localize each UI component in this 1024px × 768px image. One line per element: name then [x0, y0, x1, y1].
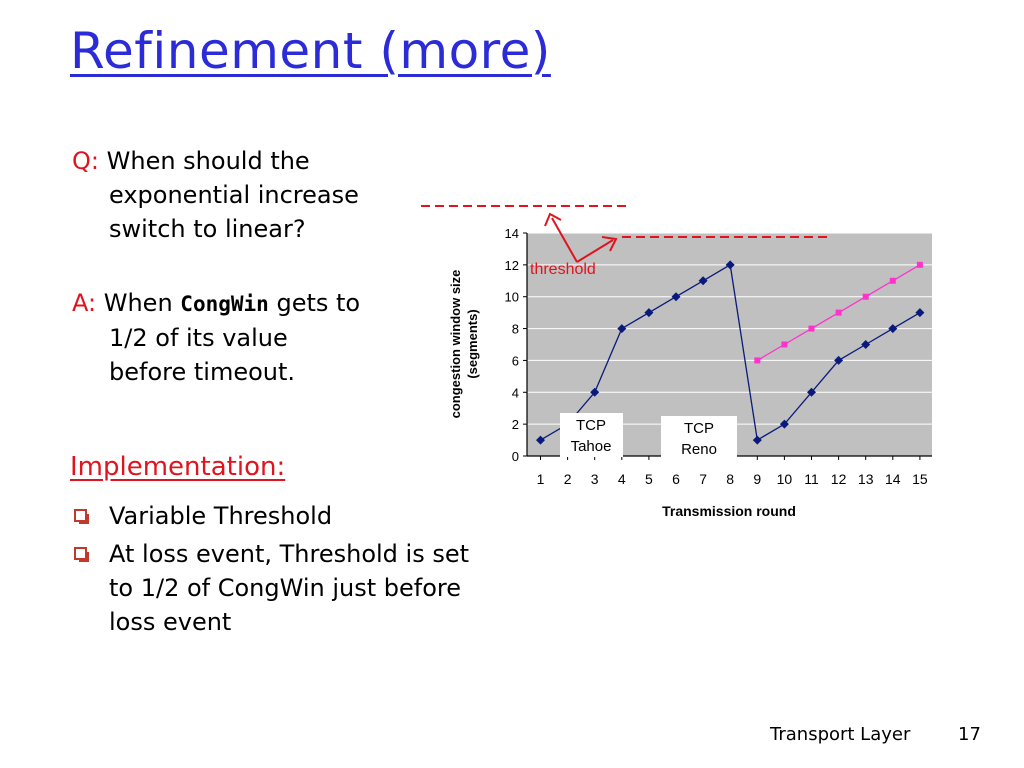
- data-point-diamond: [861, 340, 871, 349]
- arrow-line-left: [551, 217, 578, 263]
- data-point-square: [808, 325, 815, 332]
- data-point-diamond: [834, 355, 844, 365]
- answer-code: CongWin: [180, 292, 269, 316]
- reno-label-box: [661, 416, 737, 460]
- y-axis-label-line2: (segments): [465, 309, 480, 378]
- x-tick-label: 10: [777, 471, 793, 487]
- data-point-square: [781, 341, 788, 348]
- bullet-text: Variable Threshold: [109, 502, 333, 530]
- y-axis-label: congestion window size (segments): [448, 270, 480, 419]
- y-tick-label: 12: [505, 258, 519, 273]
- x-tick-label: 6: [672, 471, 680, 487]
- bullet-list: Variable Threshold At loss event, Thresh…: [72, 499, 482, 643]
- footer-label: Transport Layer: [770, 724, 911, 745]
- slide-title: Refinement (more): [70, 22, 551, 80]
- data-point-diamond: [752, 435, 762, 445]
- y-tick-label: 8: [512, 322, 519, 337]
- data-point-diamond: [617, 324, 627, 334]
- data-point-diamond: [590, 387, 600, 397]
- x-tick-label: 2: [564, 471, 572, 487]
- page-number: 17: [958, 724, 981, 745]
- y-tick-label: 10: [505, 290, 519, 305]
- data-point-diamond: [807, 387, 816, 397]
- answer-text-after: gets to 1/2 of its value before timeout.: [109, 289, 361, 386]
- y-tick-label: 6: [512, 353, 519, 368]
- bullet-text: At loss event, Threshold is set to 1/2 o…: [109, 540, 470, 636]
- y-tick-label: 0: [512, 449, 519, 464]
- data-point-diamond: [536, 435, 545, 445]
- tahoe-label-box: [560, 413, 623, 457]
- implementation-heading: Implementation:: [70, 452, 286, 482]
- list-item: Variable Threshold: [72, 499, 482, 533]
- tahoe-label-line2: Tahoe: [571, 438, 612, 455]
- x-tick-label: 7: [699, 471, 707, 487]
- x-tick-label: 9: [753, 471, 761, 487]
- answer-block: A: When CongWin gets to 1/2 of its value…: [72, 286, 362, 389]
- tahoe-label-line1: TCP: [576, 417, 606, 434]
- data-point-diamond: [779, 419, 789, 429]
- data-point-diamond: [698, 276, 708, 286]
- data-point-square: [916, 261, 923, 268]
- answer-label: A:: [72, 289, 97, 317]
- reno-label-line2: Reno: [681, 441, 717, 458]
- arrow-head-right: [601, 236, 618, 252]
- arrow-head-left: [544, 212, 562, 227]
- data-point-diamond: [644, 308, 654, 318]
- question-label: Q:: [72, 147, 99, 175]
- list-item: At loss event, Threshold is set to 1/2 o…: [72, 537, 482, 639]
- question-text: When should the exponential increase swi…: [106, 147, 359, 243]
- square-bullet-icon: [74, 509, 89, 524]
- y-tick-label: 4: [512, 385, 519, 400]
- x-tick-label: 14: [885, 471, 901, 487]
- reno-label-line1: TCP: [684, 420, 714, 437]
- x-tick-label: 11: [804, 471, 819, 487]
- x-tick-label: 8: [726, 471, 734, 487]
- data-point-diamond: [888, 324, 898, 334]
- data-point-diamond: [671, 292, 681, 302]
- arrow-line-right: [576, 239, 614, 263]
- x-tick-label: 12: [831, 471, 847, 487]
- data-point-diamond: [915, 308, 925, 318]
- y-tick-label: 14: [505, 226, 519, 241]
- answer-text-before: When: [103, 289, 173, 317]
- y-tick-label: 2: [512, 417, 519, 432]
- x-tick-label: 5: [645, 471, 653, 487]
- threshold-label: threshold: [530, 261, 596, 278]
- data-point-square: [754, 357, 761, 364]
- square-bullet-icon: [74, 547, 89, 562]
- x-tick-label: 13: [858, 471, 874, 487]
- x-axis-label: Transmission round: [662, 503, 796, 519]
- question-block: Q: When should the exponential increase …: [72, 144, 372, 246]
- data-point-square: [862, 293, 869, 300]
- x-tick-label: 3: [591, 471, 599, 487]
- x-tick-label: 1: [537, 471, 545, 487]
- data-point-square: [889, 277, 896, 284]
- x-tick-label: 4: [618, 471, 626, 487]
- data-point-square: [835, 309, 842, 316]
- data-point-diamond: [725, 260, 735, 270]
- x-tick-label: 15: [912, 471, 928, 487]
- y-axis-label-line1: congestion window size: [448, 270, 463, 419]
